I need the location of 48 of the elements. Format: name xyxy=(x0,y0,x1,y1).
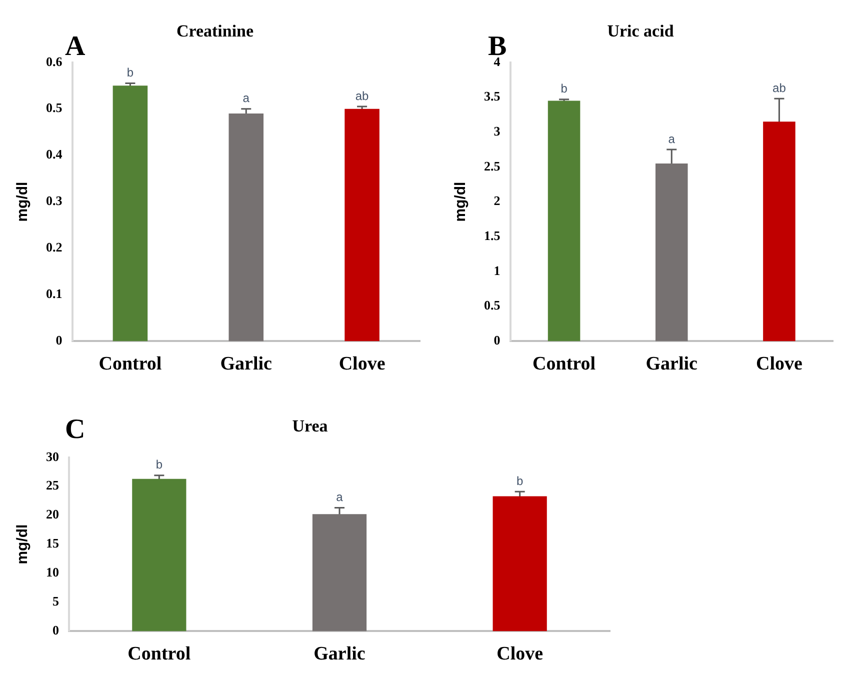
y-tick-label: 0 xyxy=(52,622,59,638)
annotation: a xyxy=(242,91,250,106)
chart-title: Urea xyxy=(292,416,328,436)
y-tick-label: 0.2 xyxy=(46,240,62,255)
x-tick-label: Garlic xyxy=(646,354,698,375)
y-tick-label: 20 xyxy=(46,506,59,522)
y-tick-label: 3.5 xyxy=(484,88,501,104)
y-tick-label: 1 xyxy=(494,262,500,278)
y-tick-label: 0.4 xyxy=(46,146,63,162)
x-tick-label: Control xyxy=(128,644,191,665)
annotation: A xyxy=(65,31,86,62)
y-axis-title: mg/dl xyxy=(14,524,32,564)
annotation: b xyxy=(560,82,568,96)
y-tick-label: 3 xyxy=(494,123,501,138)
x-tick-label: Control xyxy=(532,354,596,375)
y-tick-label: 0 xyxy=(494,332,500,348)
y-axis-title: mg/dl xyxy=(452,182,470,222)
y-tick-label: 5 xyxy=(52,594,60,609)
y-tick-label: 0.5 xyxy=(484,298,501,313)
annotation: b xyxy=(126,66,134,80)
y-tick-label: 0.3 xyxy=(46,193,63,208)
annotation: b xyxy=(156,458,163,472)
x-tick-label: Clove xyxy=(338,354,386,375)
annotation: b xyxy=(516,474,524,488)
y-tick-label: 2 xyxy=(494,193,500,208)
x-tick-label: Clove xyxy=(756,354,802,375)
annotation: a xyxy=(336,490,344,504)
y-tick-label: 15 xyxy=(46,536,60,551)
chart-title: Creatinine xyxy=(176,22,254,41)
annotation: ab xyxy=(355,88,370,103)
text: C xyxy=(65,414,86,445)
y-tick-label: 0.1 xyxy=(46,286,62,302)
y-tick-label: 0.6 xyxy=(46,54,63,69)
chart-title: Uric acid xyxy=(607,22,674,41)
y-tick-label: 1.5 xyxy=(484,228,501,244)
y-tick-label: 2.5 xyxy=(484,158,501,174)
x-tick-label: Control xyxy=(98,354,162,375)
x-tick-label: Clove xyxy=(496,644,544,665)
y-tick-label: 10 xyxy=(46,564,59,580)
y-tick-label: 0.5 xyxy=(46,100,63,116)
x-tick-label: Garlic xyxy=(314,644,366,665)
annotation: ab xyxy=(772,80,786,95)
y-axis-title: mg/dl xyxy=(14,182,32,222)
y-tick-label: 30 xyxy=(46,448,59,464)
y-tick-label: 25 xyxy=(46,478,60,493)
annotation: a xyxy=(668,132,676,146)
x-tick-label: Garlic xyxy=(220,354,272,375)
y-tick-label: 0 xyxy=(56,332,62,348)
